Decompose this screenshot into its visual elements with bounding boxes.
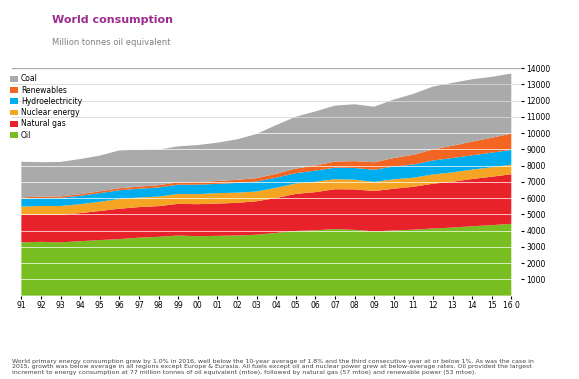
- Text: Million tonnes oil equivalent: Million tonnes oil equivalent: [52, 38, 171, 47]
- Legend: Coal, Renewables, Hydroelectricity, Nuclear energy, Natural gas, Oil: Coal, Renewables, Hydroelectricity, Nucl…: [10, 74, 82, 140]
- Text: World primary energy consumption grew by 1.0% in 2016, well below the 10-year av: World primary energy consumption grew by…: [12, 359, 533, 375]
- Text: World consumption: World consumption: [52, 15, 173, 25]
